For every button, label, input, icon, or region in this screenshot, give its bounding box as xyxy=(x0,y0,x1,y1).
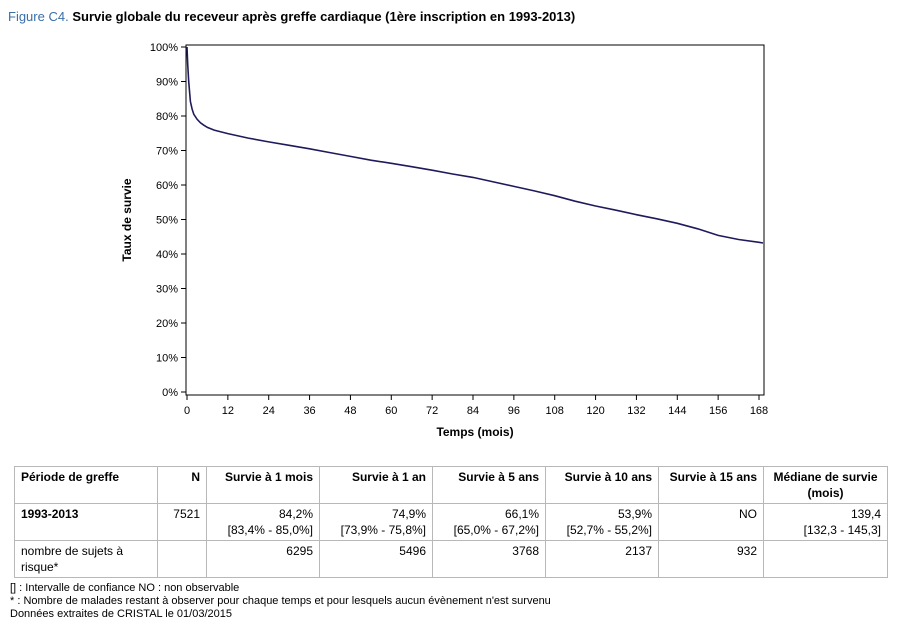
x-tick-label: 12 xyxy=(222,405,234,417)
y-tick-label: 40% xyxy=(156,249,178,261)
plot-frame xyxy=(185,44,765,396)
x-tick-label: 96 xyxy=(508,405,520,417)
x-tick-label: 24 xyxy=(263,405,275,417)
cell-at-risk-15y: 932 xyxy=(658,540,764,578)
x-axis-label: Temps (mois) xyxy=(436,425,513,439)
y-axis: 0% 10% 20% 30% 40% 50% 60% 70% 80% 90% 100% xyxy=(150,42,186,399)
cell-at-risk-10y: 2137 xyxy=(545,540,659,578)
y-tick-label: 90% xyxy=(156,77,178,89)
header-n: N xyxy=(157,466,207,504)
x-tick-label: 48 xyxy=(344,405,356,417)
x-axis: 0 12 24 36 48 60 72 84 96 108 120 132 144 156 168 xyxy=(184,395,768,417)
cell-at-risk-label: nombre de sujets à risque* xyxy=(14,540,158,578)
x-tick-label: 108 xyxy=(546,405,564,417)
x-tick-label: 36 xyxy=(303,405,315,417)
cell-at-risk-median xyxy=(763,540,888,578)
cell-survival-1y: 74,9% [73,9% - 75,8%] xyxy=(319,503,433,541)
figure-title: Figure C4. Survie globale du receveur ap… xyxy=(8,9,575,24)
cell-survival-5y: 66,1% [65,0% - 67,2%] xyxy=(432,503,546,541)
x-tick-label: 132 xyxy=(627,405,645,417)
cell-at-risk-n xyxy=(157,540,207,578)
y-tick-label: 70% xyxy=(156,146,178,158)
x-tick-label: 72 xyxy=(426,405,438,417)
cell-at-risk-1m: 6295 xyxy=(206,540,320,578)
figure-number: Figure C4. xyxy=(8,9,69,24)
x-tick-label: 60 xyxy=(385,405,397,417)
header-survival-1m: Survie à 1 mois xyxy=(206,466,320,504)
table-row: nombre de sujets à risque* 6295 5496 376… xyxy=(14,540,888,578)
y-tick-label: 100% xyxy=(150,42,178,54)
y-tick-label: 80% xyxy=(156,111,178,123)
cell-survival-1m: 84,2% [83,4% - 85,0%] xyxy=(206,503,320,541)
x-tick-label: 84 xyxy=(467,405,479,417)
survival-curve xyxy=(186,46,764,244)
footnote-at-risk: * : Nombre de malades restant à observer… xyxy=(10,595,551,607)
y-axis-label: Taux de survie xyxy=(120,178,134,261)
x-tick-label: 0 xyxy=(184,405,190,417)
y-tick-label: 50% xyxy=(156,215,178,227)
table-row: 1993-2013 7521 84,2% [83,4% - 85,0%] 74,9… xyxy=(14,503,888,541)
x-tick-label: 168 xyxy=(750,405,768,417)
x-tick-label: 156 xyxy=(709,405,727,417)
y-tick-label: 10% xyxy=(156,353,178,365)
footnotes: [] : Intervalle de confiance NO : non ob… xyxy=(10,582,551,621)
survival-table: Période de greffe N Survie à 1 mois Surv… xyxy=(14,466,888,578)
cell-n: 7521 xyxy=(157,503,207,541)
cell-median: 139,4 [132,3 - 145,3] xyxy=(763,503,888,541)
cell-at-risk-1y: 5496 xyxy=(319,540,433,578)
header-survival-10y: Survie à 10 ans xyxy=(545,466,659,504)
y-tick-label: 60% xyxy=(156,180,178,192)
figure-title-text: Survie globale du receveur après greffe … xyxy=(72,9,576,24)
header-median: Médiane de survie (mois) xyxy=(763,466,888,504)
footnote-ci: [] : Intervalle de confiance NO : non ob… xyxy=(10,582,240,594)
cell-period: 1993-2013 xyxy=(14,503,158,541)
header-period: Période de greffe xyxy=(14,466,158,504)
x-tick-label: 120 xyxy=(586,405,604,417)
y-tick-label: 20% xyxy=(156,318,178,330)
survival-chart: 0 12 24 36 48 60 72 84 96 108 120 132 144 156 168 0% 10… xyxy=(120,42,768,439)
x-tick-label: 144 xyxy=(668,405,686,417)
y-tick-label: 0% xyxy=(162,387,178,399)
header-survival-1y: Survie à 1 an xyxy=(319,466,433,504)
header-survival-15y: Survie à 15 ans xyxy=(658,466,764,504)
cell-survival-15y: NO xyxy=(658,503,764,541)
cell-at-risk-5y: 3768 xyxy=(432,540,546,578)
header-survival-5y: Survie à 5 ans xyxy=(432,466,546,504)
y-tick-label: 30% xyxy=(156,284,178,296)
footnote-source: Données extraites de CRISTAL le 01/03/20… xyxy=(10,608,232,620)
table-header-row: Période de greffe N Survie à 1 mois Surv… xyxy=(14,466,888,504)
cell-survival-10y: 53,9% [52,7% - 55,2%] xyxy=(545,503,659,541)
